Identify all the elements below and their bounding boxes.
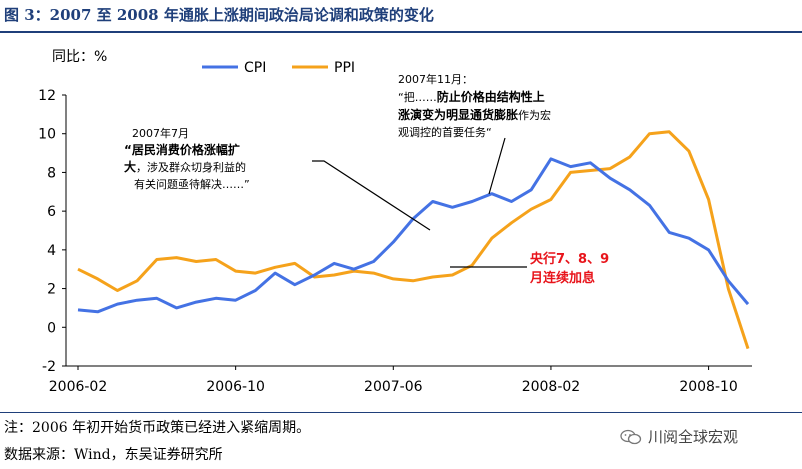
y-tick-label: 8 bbox=[47, 165, 56, 181]
x-tick-label: 2008-10 bbox=[679, 379, 738, 395]
annotation-jul-2007: 2007年7月 “居民消费价格涨幅扩 大，涉及群众切身利益的 有关问题亟待解决…… bbox=[124, 126, 431, 231]
annotation-nov-2007: 2007年11月： “把……防止价格由结构性上 涨演变为明显通货膨胀作为宏 观调… bbox=[398, 72, 551, 195]
y-tick-label: 0 bbox=[47, 320, 56, 336]
axes-layer: -2 0 2 4 6 8 10 12 2006-02 2006-10 2007-06 2008-02 2… bbox=[38, 88, 752, 395]
figure-title: 图 3：2007 至 2008 年通胀上涨期间政治局论调和政策的变化 bbox=[4, 6, 434, 24]
annotation-nov-2007-line2: 涨演变为明显通货膨胀作为宏 bbox=[398, 107, 551, 122]
annotation-nov-2007-leader bbox=[488, 137, 506, 195]
annotation-nov-2007-line3: 观调控的首要任务“ bbox=[398, 125, 492, 139]
legend: CPI PPI bbox=[202, 60, 355, 76]
x-tick-label: 2006-10 bbox=[206, 379, 265, 395]
annotation-jul-2007-line1: “居民消费价格涨幅扩 bbox=[124, 142, 240, 157]
watermark-text: 川阅全球宏观 bbox=[648, 428, 739, 446]
annotation-nov-2007-line2-bold: 涨演变为明显通货膨胀 bbox=[398, 107, 518, 122]
annotation-nov-2007-line2-normal: 作为宏 bbox=[518, 108, 551, 122]
annotation-nov-2007-line1: “把……防止价格由结构性上 bbox=[398, 89, 545, 104]
y-axis-label: 同比：% bbox=[52, 49, 107, 65]
wechat-icon bbox=[620, 429, 642, 444]
legend-ppi-label: PPI bbox=[334, 60, 355, 76]
annotation-jul-2007-line3: 有关问题亟待解决……” bbox=[134, 177, 250, 191]
annotation-rate-hike-line2: 月连续加息 bbox=[529, 270, 595, 286]
legend-cpi-label: CPI bbox=[244, 60, 266, 76]
annotation-jul-2007-date: 2007年7月 bbox=[132, 126, 189, 140]
x-tick-label: 2006-02 bbox=[49, 379, 108, 395]
y-tick-label: 4 bbox=[47, 243, 56, 259]
y-tick-label: 12 bbox=[38, 88, 56, 104]
data-source: 数据来源：Wind，东吴证券研究所 bbox=[4, 447, 223, 463]
annotation-nov-2007-line1-normal: “把…… bbox=[398, 90, 437, 104]
annotation-nov-2007-date: 2007年11月： bbox=[398, 72, 473, 86]
annotation-jul-2007-leader bbox=[312, 160, 431, 231]
annotation-nov-2007-line1-bold: 防止价格由结构性上 bbox=[437, 89, 545, 104]
annotation-rate-hike: 央行7、8、9 月连续加息 bbox=[450, 251, 609, 286]
annotation-rate-hike-line1: 央行7、8、9 bbox=[530, 251, 609, 267]
annotation-jul-2007-line2-bold: 大 bbox=[124, 159, 136, 174]
x-tick-label: 2007-06 bbox=[364, 379, 423, 395]
y-tick-label: 10 bbox=[38, 127, 56, 143]
footnote: 注：2006 年初开始货币政策已经进入紧缩周期。 bbox=[4, 420, 311, 436]
annotation-jul-2007-line2: 大，涉及群众切身利益的 bbox=[124, 159, 246, 174]
line-chart: -2 0 2 4 6 8 10 12 2006-02 2006-10 2007-06 2008-02 2… bbox=[38, 49, 752, 395]
watermark: 川阅全球宏观 bbox=[620, 426, 738, 447]
y-tick-label: -2 bbox=[42, 359, 56, 375]
annotation-jul-2007-line2-normal: ，涉及群众切身利益的 bbox=[136, 160, 246, 174]
x-tick-label: 2008-02 bbox=[522, 379, 581, 395]
title-divider bbox=[0, 31, 802, 33]
y-tick-label: 6 bbox=[47, 204, 56, 220]
footer-divider bbox=[0, 412, 802, 413]
y-tick-label: 2 bbox=[47, 282, 56, 298]
